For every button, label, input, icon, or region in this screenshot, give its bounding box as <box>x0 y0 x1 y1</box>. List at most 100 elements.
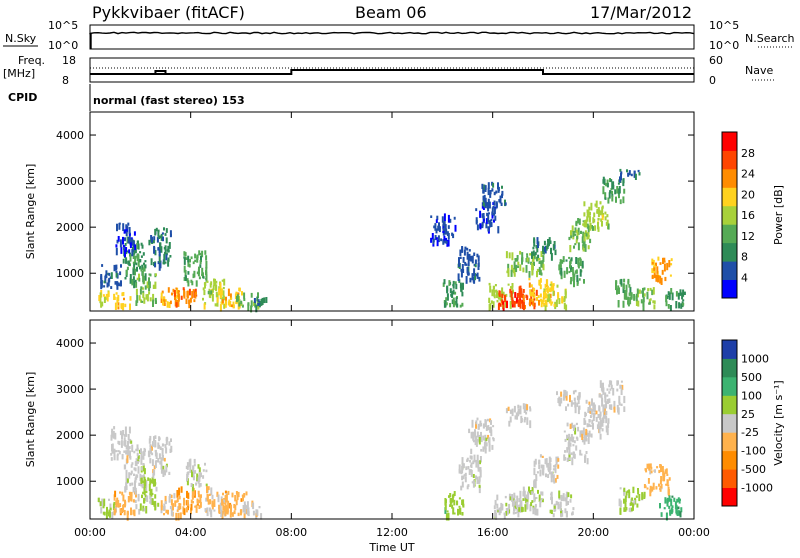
velocity-cell-26 <box>565 391 568 396</box>
power-cell-4 <box>154 262 156 268</box>
power-cell-26 <box>586 216 589 222</box>
power-cell-1 <box>114 302 117 310</box>
power-cell-16 <box>460 270 463 278</box>
power-cell-16 <box>465 263 468 266</box>
velocity-cell-7 <box>186 477 189 481</box>
velocity-cell-2 <box>124 486 127 493</box>
velocity-cell-16 <box>524 504 527 512</box>
velocity-cell-7 <box>193 458 196 464</box>
velocity-cell-5 <box>163 513 165 516</box>
velocity-cell-18 <box>572 507 575 511</box>
velocity-cell-22 <box>637 490 640 495</box>
power-cell-19 <box>501 293 504 299</box>
velocity-cell-25 <box>508 420 511 427</box>
velocity-cell-20 <box>606 428 609 436</box>
velocity-cell-23 <box>658 483 660 487</box>
power-cell-26 <box>594 203 597 207</box>
power-cell-29 <box>640 299 643 304</box>
velocity-cell-13 <box>464 472 467 477</box>
velocity-cell-16 <box>530 502 533 507</box>
time-axis: 00:00 04:00 08:00 12:00 16:00 20:00 00:00 <box>74 112 710 539</box>
velocity-cell-22 <box>625 491 628 496</box>
power-ytick-label: 3000 <box>56 175 84 188</box>
power-cell-26 <box>587 209 590 216</box>
velocity-cell-23 <box>655 486 658 490</box>
power-cell-31 <box>678 302 681 309</box>
velocity-cell-23 <box>654 469 656 473</box>
power-cell-25 <box>575 239 578 244</box>
power-cell-4 <box>165 252 168 256</box>
velocity-cell-3 <box>145 506 148 514</box>
velocity-cell-17 <box>533 480 536 488</box>
power-cell-14 <box>432 239 435 245</box>
power-cell-12 <box>117 282 120 287</box>
power-cell-28 <box>623 278 626 283</box>
velocity-cell-13 <box>468 469 471 475</box>
power-cell-4 <box>162 261 165 265</box>
power-cell-14 <box>440 238 443 242</box>
velocity-cell-18 <box>561 510 564 517</box>
power-cell-4 <box>167 249 170 253</box>
velocity-cell-20 <box>599 433 602 440</box>
power-cell-14 <box>436 215 439 220</box>
power-cell-6 <box>188 288 191 296</box>
power-cell-30 <box>663 260 666 263</box>
power-cell-13 <box>127 237 130 244</box>
power-cell-7 <box>183 251 186 256</box>
power-cell-29 <box>648 299 651 303</box>
power-cell-2 <box>126 236 129 244</box>
freq-blip <box>154 70 167 74</box>
velocity-cell-22 <box>623 507 626 512</box>
velocity-cell-9 <box>227 490 230 495</box>
velocity-cell-25 <box>520 418 523 423</box>
velocity-cell-15 <box>498 509 501 516</box>
power-cell-2 <box>140 268 143 272</box>
velocity-cell-4 <box>160 457 163 465</box>
power-cell-29 <box>651 289 654 296</box>
velocity-cell-13 <box>469 455 472 459</box>
power-cell-27 <box>622 196 625 204</box>
velocity-cell-8 <box>205 497 208 502</box>
power-cell-18 <box>492 301 495 308</box>
power-cell-13 <box>116 223 118 232</box>
power-cell-20 <box>533 298 536 301</box>
velocity-cell-9 <box>237 512 240 517</box>
velocity-cell-0 <box>112 503 115 510</box>
power-cell-16 <box>475 273 478 277</box>
velocity-cell-19 <box>568 435 571 443</box>
power-cell-23 <box>565 304 568 311</box>
velocity-cell-13 <box>463 474 466 477</box>
velocity-cell-22 <box>618 498 621 507</box>
velocity-cell-2 <box>140 448 142 454</box>
velocity-cell-2 <box>125 477 128 484</box>
power-cell-23 <box>544 299 547 305</box>
power-cell-29 <box>649 298 652 301</box>
velocity-cell-6 <box>183 508 186 516</box>
velocity-cell-17 <box>539 469 542 477</box>
velocity-cell-12 <box>450 499 452 504</box>
power-cell-23 <box>552 290 555 297</box>
power-cell-8 <box>210 281 213 285</box>
velocity-cell-16 <box>525 497 528 504</box>
velocity-cell-24 <box>673 497 676 502</box>
power-cell-19 <box>513 300 516 308</box>
power-cell-33 <box>534 251 537 256</box>
power-cell-24 <box>558 264 561 271</box>
velocity-cell-20 <box>585 432 587 440</box>
power-cell-6 <box>186 290 189 299</box>
power-cell-22 <box>513 267 516 275</box>
power-cell-28 <box>630 292 633 300</box>
power-cell-18 <box>509 300 512 309</box>
velocity-cell-4 <box>157 442 160 449</box>
velocity-cell-20 <box>598 426 601 434</box>
time-tick-label: 08:00 <box>275 526 307 539</box>
velocity-cell-1 <box>130 507 132 516</box>
velocity-cell-20 <box>584 413 587 416</box>
velocity-cell-21 <box>620 403 623 406</box>
power-cell-4 <box>154 250 157 256</box>
power-cell-34 <box>619 176 621 183</box>
velocity-cell-21 <box>608 404 611 410</box>
power-cell-2 <box>133 248 136 255</box>
velocity-cell-20 <box>588 401 591 405</box>
power-cell-13 <box>115 247 118 256</box>
